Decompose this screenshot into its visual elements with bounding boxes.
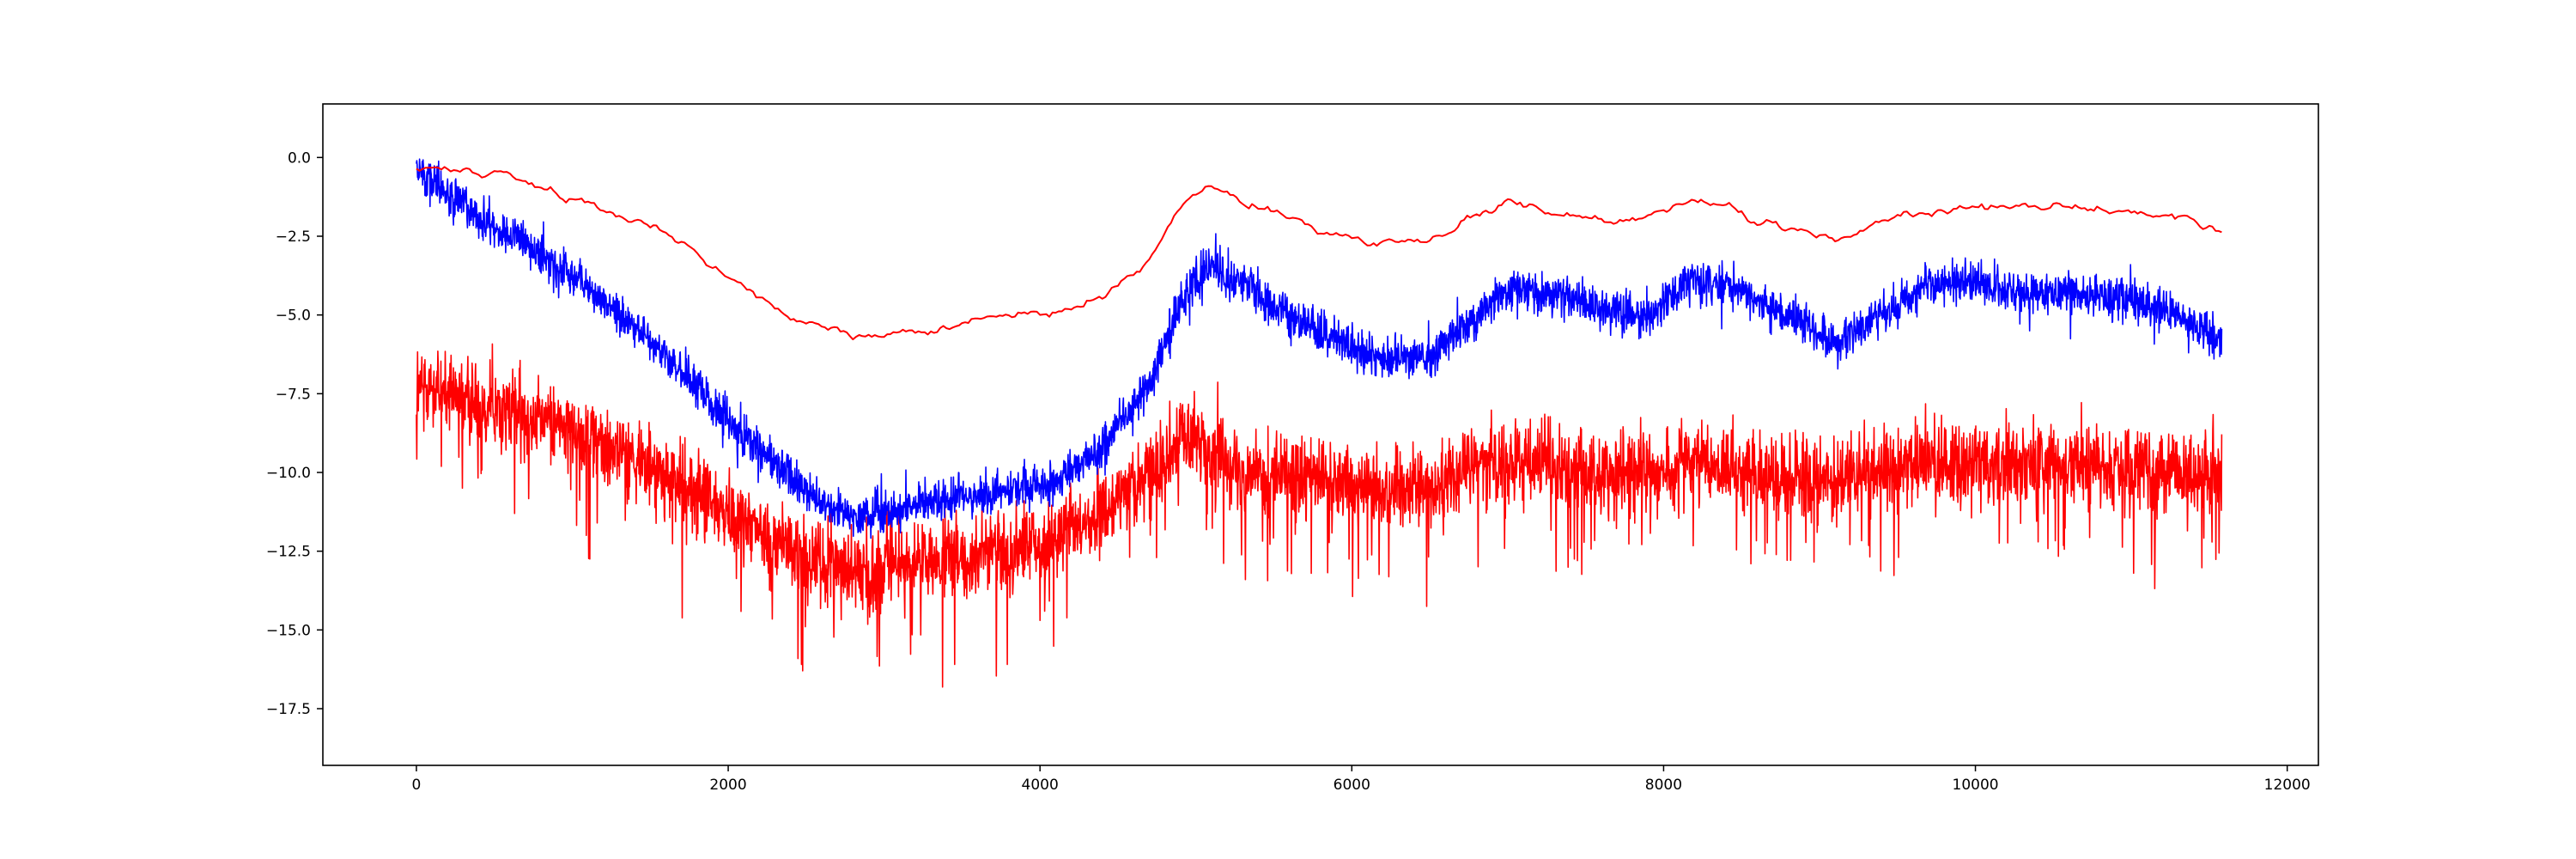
y-tick-label: −2.5	[276, 228, 311, 246]
series-line-2	[416, 158, 2223, 539]
x-axis: 0 2000 4000 6000 8000 10000 12000	[412, 765, 2311, 794]
y-tick-label: −12.5	[266, 544, 311, 561]
x-tick-label: 4000	[1022, 777, 1059, 794]
series-line-1	[416, 166, 2222, 341]
y-tick-label: −15.0	[266, 622, 311, 639]
x-tick-label: 8000	[1645, 777, 1682, 794]
x-tick-label: 12000	[2264, 777, 2311, 794]
series-line-3	[416, 343, 2223, 688]
series-layer	[416, 158, 2223, 688]
y-tick-label: −17.5	[266, 701, 311, 718]
x-tick-label: 6000	[1334, 777, 1370, 794]
y-axis: 0.0 −2.5 −5.0 −7.5 −10.0 −12.5 −15.0 −17.5	[266, 149, 323, 718]
x-tick-label: 2000	[709, 777, 746, 794]
y-tick-label: 0.0	[288, 149, 311, 167]
y-tick-label: −7.5	[276, 386, 311, 403]
plot-frame	[322, 103, 2319, 766]
x-tick-label: 0	[412, 777, 422, 794]
x-tick-label: 10000	[1953, 777, 1999, 794]
y-tick-label: −10.0	[266, 465, 311, 482]
y-tick-label: −5.0	[276, 308, 311, 325]
